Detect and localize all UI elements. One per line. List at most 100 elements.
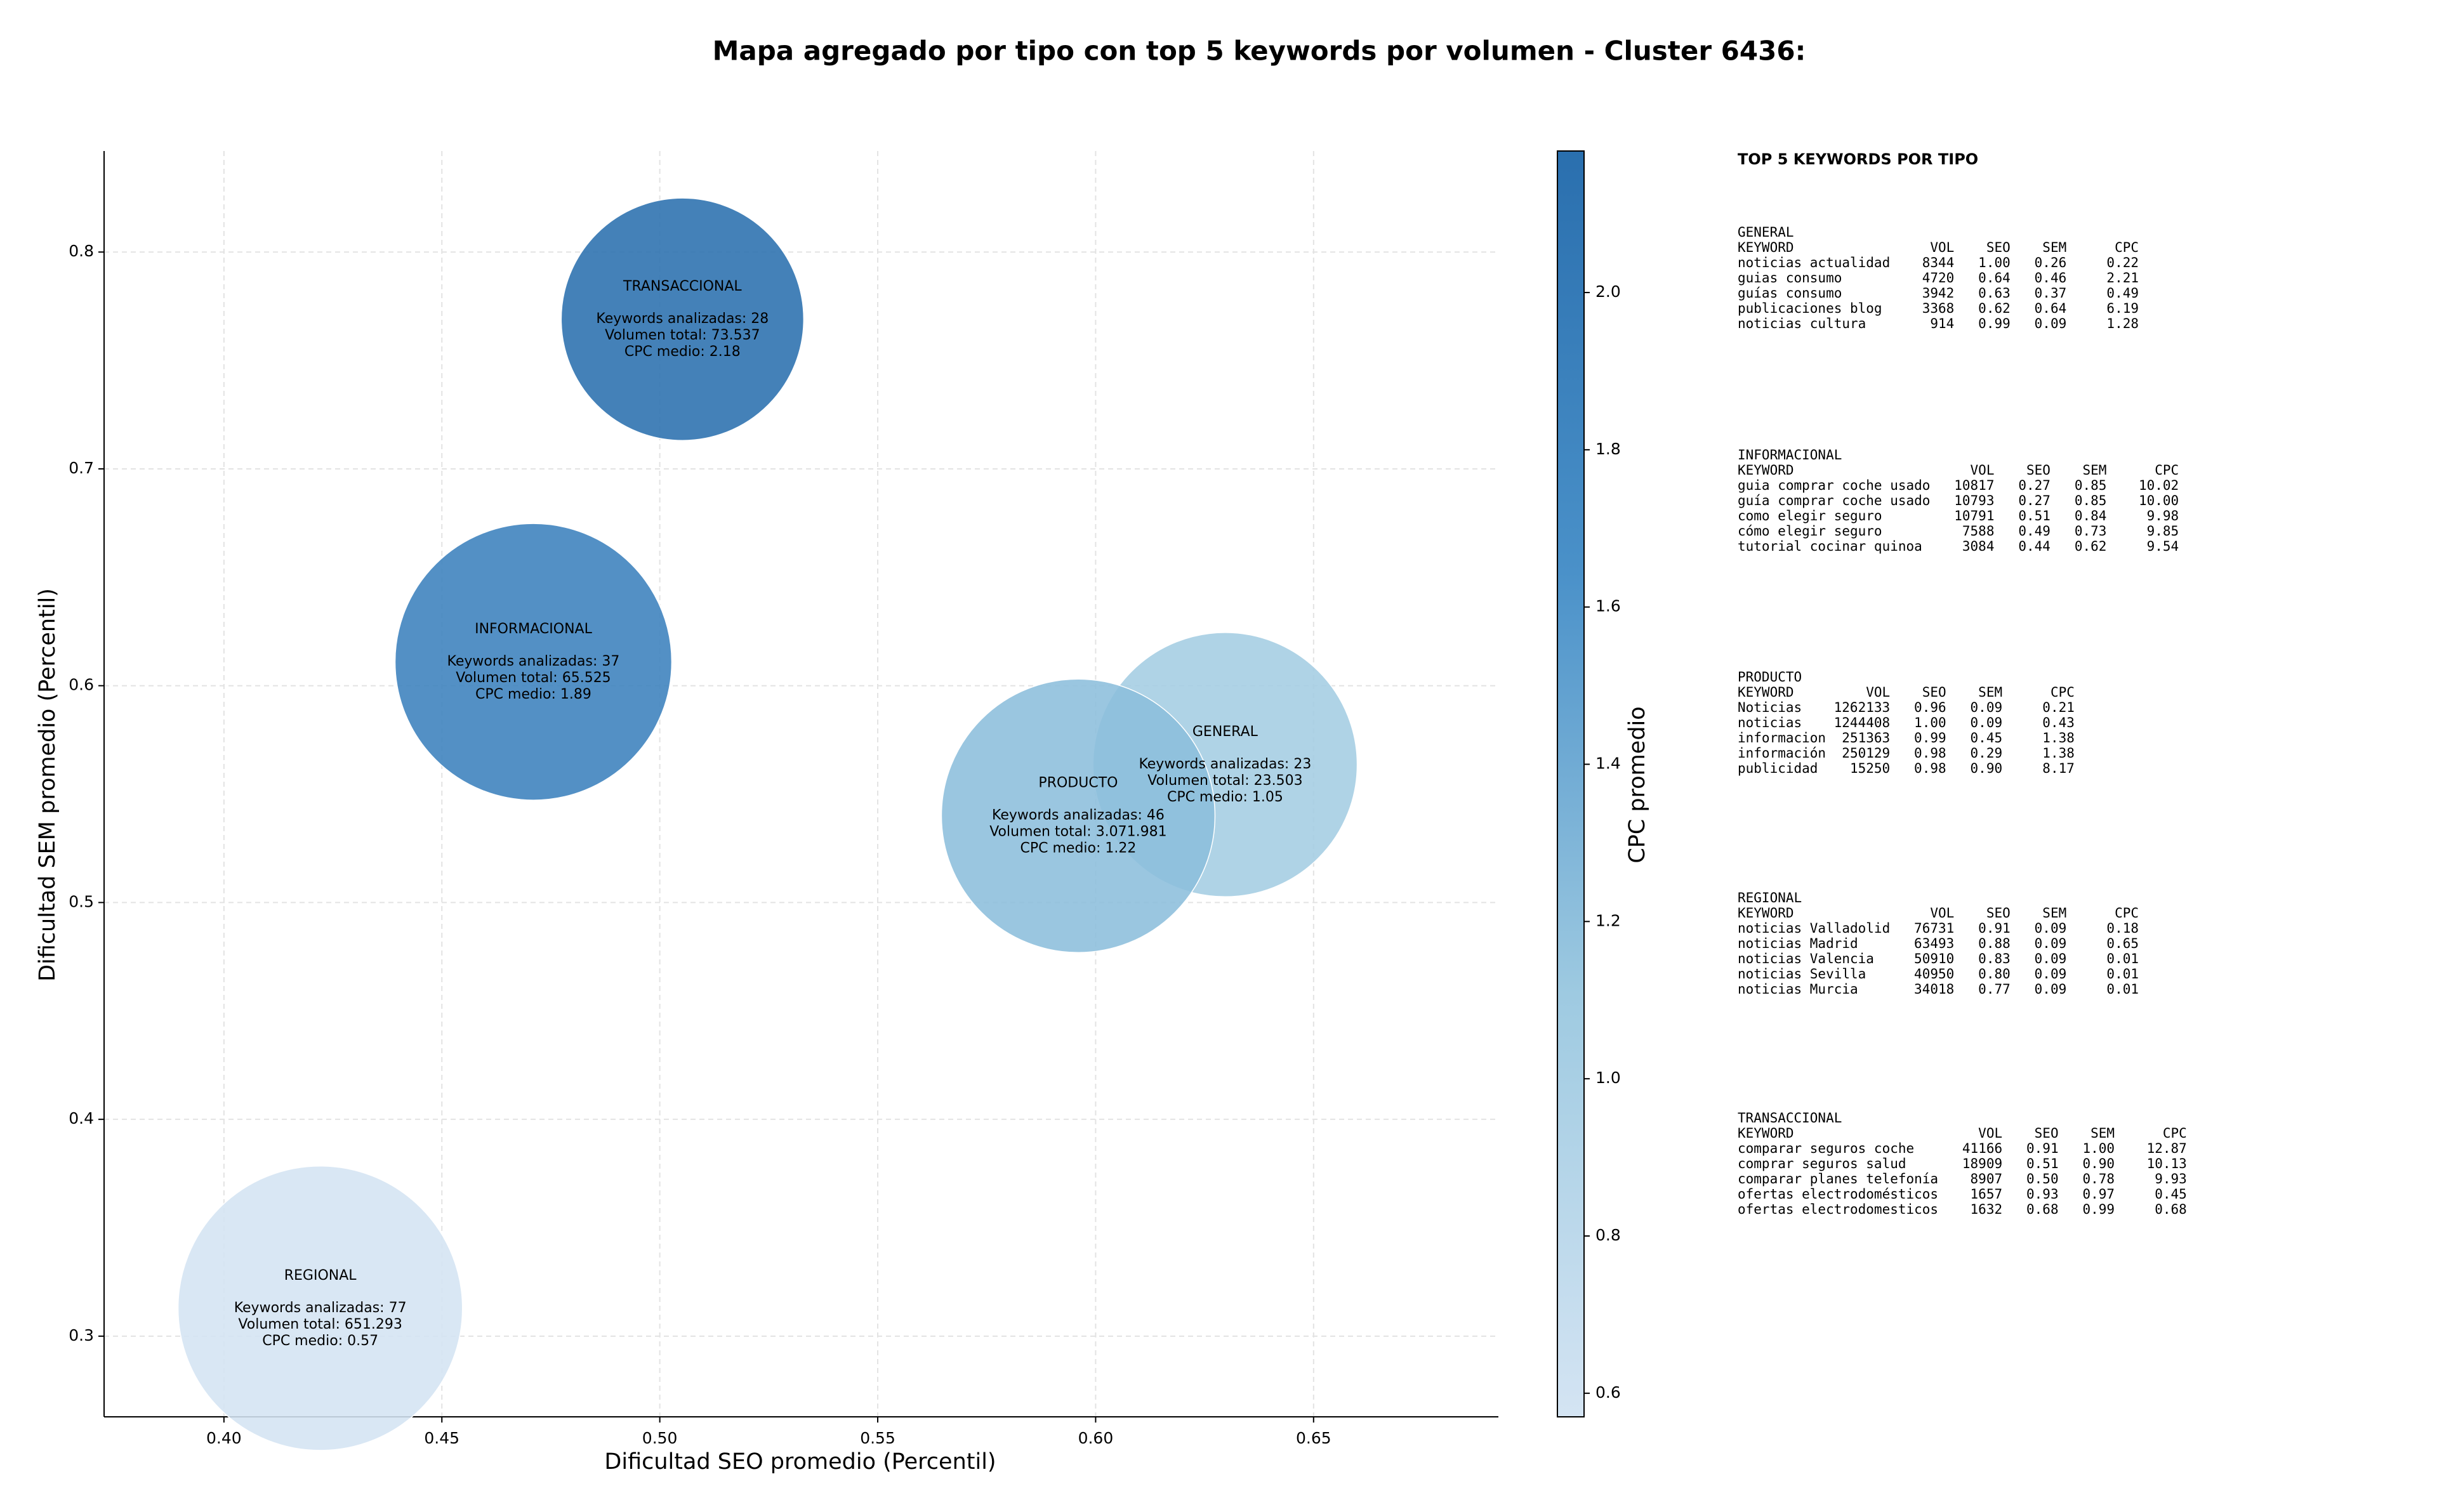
column-header: SEM	[2042, 905, 2066, 921]
column-header: SEM	[2042, 240, 2066, 255]
table-cell: 0.90	[1971, 761, 2003, 776]
column-header: CPC	[2115, 240, 2139, 255]
table-cell: 0.09	[2035, 921, 2067, 936]
table-cell: 10.00	[2139, 493, 2179, 508]
bubble-annotation: Keywords analizadas: 23	[1139, 756, 1311, 772]
table-cell: como elegir seguro	[1738, 508, 1882, 523]
table-cell: 10793	[1954, 493, 1994, 508]
bubble-annotation: CPC medio: 0.57	[262, 1333, 378, 1349]
table-cell: 0.01	[2106, 982, 2139, 997]
table-cell: 0.62	[2075, 539, 2107, 554]
table-cell: 0.99	[1978, 316, 2011, 331]
table-cell: publicidad	[1738, 761, 1818, 776]
bubble-annotation: Volumen total: 65.525	[456, 670, 611, 686]
table-cell: 0.64	[2035, 301, 2067, 316]
group-title: REGIONAL	[1738, 890, 1802, 905]
table-cell: 1632	[1971, 1202, 2003, 1217]
table-cell: Noticias	[1738, 700, 1802, 715]
colorbar-tick-label: 0.6	[1595, 1383, 1621, 1402]
group-title: INFORMACIONAL	[1738, 447, 1842, 463]
column-header: KEYWORD	[1738, 685, 1794, 700]
colorbar-tick-label: 2.0	[1595, 282, 1621, 301]
table-cell: 76731	[1914, 921, 1954, 936]
bubble-annotation: Keywords analizadas: 77	[234, 1300, 407, 1316]
colorbar-tick-label: 1.6	[1595, 597, 1621, 615]
table-cell: 1.38	[2042, 730, 2075, 746]
table-cell: guía comprar coche usado	[1738, 493, 1930, 508]
bubble-annotation: CPC medio: 1.22	[1020, 841, 1137, 857]
column-header: VOL	[1866, 685, 1890, 700]
table-cell: 10817	[1954, 478, 1994, 493]
column-header: VOL	[1930, 905, 1954, 921]
y-axis-label: Dificultad SEM promedio (Percentil)	[35, 588, 60, 982]
table-cell: 9.85	[2147, 523, 2179, 539]
table-cell: 0.73	[2075, 523, 2107, 539]
table-cell: 41166	[1962, 1141, 2002, 1156]
colorbar-tick-label: 1.0	[1595, 1068, 1621, 1087]
panel-title: TOP 5 KEYWORDS POR TIPO	[1738, 150, 1978, 168]
x-tick-label: 0.55	[860, 1429, 895, 1447]
table-cell: 0.62	[1978, 301, 2011, 316]
table-cell: información	[1738, 746, 1826, 761]
table-cell: ofertas electrodomesticos	[1738, 1202, 1938, 1217]
table-cell: 0.88	[1978, 936, 2011, 951]
column-header: KEYWORD	[1738, 463, 1794, 478]
table-cell: guias consumo	[1738, 270, 1842, 286]
table-cell: 0.78	[2083, 1171, 2115, 1187]
table-cell: 0.63	[1978, 286, 2011, 301]
table-cell: 10791	[1954, 508, 1994, 523]
table-cell: informacion	[1738, 730, 1826, 746]
table-cell: 50910	[1914, 951, 1954, 966]
table-cell: 0.09	[2035, 936, 2067, 951]
column-header: VOL	[1978, 1126, 2002, 1141]
table-cell: tutorial cocinar quinoa	[1738, 539, 1922, 554]
table-cell: 0.26	[2035, 255, 2067, 270]
bubble	[177, 1165, 463, 1451]
column-header: SEO	[2035, 1126, 2059, 1141]
table-cell: noticias Sevilla	[1738, 966, 1866, 982]
column-header: CPC	[2155, 463, 2179, 478]
table-cell: 0.93	[2026, 1187, 2059, 1202]
bubble-annotation: Keywords analizadas: 37	[447, 654, 620, 669]
table-cell: 0.09	[1971, 700, 2003, 715]
y-tick-label: 0.5	[69, 892, 94, 910]
table-cell: 6.19	[2106, 301, 2139, 316]
table-cell: 0.18	[2106, 921, 2139, 936]
table-cell: 15250	[1850, 761, 1890, 776]
column-header: VOL	[1930, 240, 1954, 255]
table-cell: 1.28	[2106, 316, 2139, 331]
table-cell: 10.13	[2147, 1156, 2187, 1171]
column-header: KEYWORD	[1738, 1126, 1794, 1141]
bubble-annotation: CPC medio: 2.18	[624, 344, 741, 360]
table-cell: 8344	[1922, 255, 1955, 270]
table-cell: comparar seguros coche	[1738, 1141, 1914, 1156]
table-cell: 2.21	[2106, 270, 2139, 286]
table-cell: 0.99	[2083, 1202, 2115, 1217]
table-cell: 3368	[1922, 301, 1955, 316]
chart-title: Mapa agregado por tipo con top 5 keyword…	[713, 36, 1806, 67]
colorbar-label: CPC promedio	[1625, 706, 1650, 863]
table-cell: comparar planes telefonía	[1738, 1171, 1938, 1187]
table-cell: 0.51	[2018, 508, 2051, 523]
bubble-annotation: Volumen total: 651.293	[238, 1317, 402, 1332]
table-cell: 0.96	[1914, 700, 1946, 715]
table-cell: 34018	[1914, 982, 1954, 997]
table-cell: noticias actualidad	[1738, 255, 1890, 270]
table-cell: 3942	[1922, 286, 1955, 301]
column-header: CPC	[2115, 905, 2139, 921]
table-cell: 0.64	[1978, 270, 2011, 286]
column-header: CPC	[2163, 1126, 2187, 1141]
y-tick-label: 0.4	[69, 1109, 94, 1127]
table-cell: 1657	[1971, 1187, 2003, 1202]
table-cell: 9.98	[2147, 508, 2179, 523]
table-cell: 9.93	[2155, 1171, 2187, 1187]
colorbar	[1557, 150, 1585, 1417]
bubble-label: INFORMACIONAL	[475, 621, 593, 637]
column-header: SEO	[2026, 463, 2051, 478]
table-cell: noticias cultura	[1738, 316, 1866, 331]
colorbar-tick-label: 1.2	[1595, 911, 1621, 930]
column-header: SEO	[1986, 905, 2011, 921]
table-cell: noticias	[1738, 715, 1802, 730]
table-cell: 0.49	[2106, 286, 2139, 301]
table-cell: 1.00	[1914, 715, 1946, 730]
